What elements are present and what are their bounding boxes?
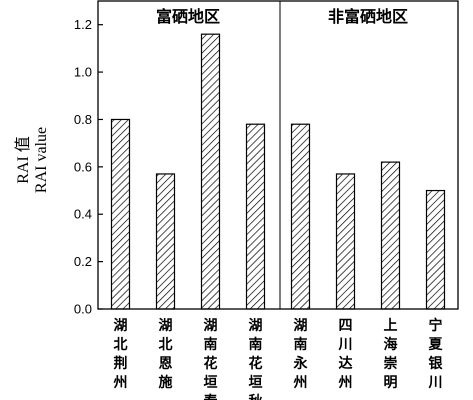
bars [110,33,446,310]
y-axis-title-cn: RAI 值 [14,136,32,184]
y-tick-label: 0.4 [74,207,92,222]
y-tick-label: 1.2 [74,17,92,32]
category-label-7: 上海崇明 [384,318,398,391]
bar-2 [155,173,176,310]
bar-5 [290,123,311,310]
category-label-6: 四川达州 [338,318,353,391]
category-label-5: 湖南永州 [293,318,309,391]
group-label-2: 非富硒地区 [328,7,408,26]
y-tick-label: 0.2 [74,254,92,269]
bar-1 [110,118,131,310]
bar-8 [425,189,446,310]
y-tick-label: 0.8 [74,112,92,127]
category-label-8: 宁夏银川 [428,317,444,391]
bar-6 [335,173,356,310]
category-label-3: 湖南花垣春 [203,318,219,400]
bar-7 [380,161,401,310]
category-label-1: 湖北荆州 [113,318,128,391]
category-label-4: 湖南花垣秋 [249,318,264,400]
bar-4 [245,123,266,310]
category-labels: 湖北荆州 湖北恩施 湖南花垣春 湖南花垣秋 湖南永州 四川达州 上海崇明 宁夏银川 [113,317,444,400]
bar-3 [200,33,221,310]
y-tick-label: 0.6 [74,159,92,174]
y-axis-ticks: 0.0 0.2 0.4 0.6 0.8 1.0 1.2 [74,17,103,317]
plot-frame [97,0,459,310]
y-axis-title-en: RAI value [33,127,50,193]
group-label-1: 富硒地区 [156,7,220,26]
group-labels: 富硒地区 非富硒地区 [156,7,408,26]
category-label-2: 湖北恩施 [159,318,173,391]
y-tick-label: 1.0 [74,65,92,80]
y-tick-label: 0.0 [74,302,92,317]
